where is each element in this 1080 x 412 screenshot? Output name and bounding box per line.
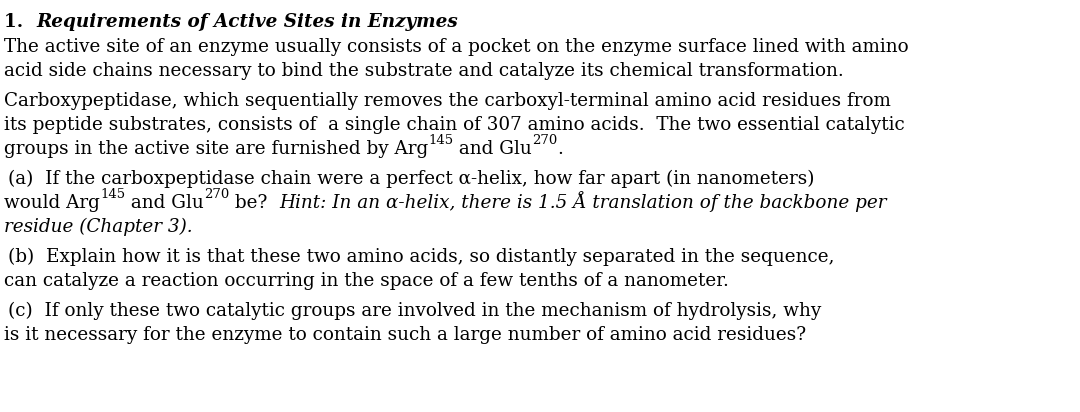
Text: and Glu: and Glu bbox=[125, 194, 204, 212]
Text: 145: 145 bbox=[429, 134, 454, 147]
Text: groups in the active site are furnished by Arg: groups in the active site are furnished … bbox=[4, 140, 429, 158]
Text: (a)  If the carboxpeptidase chain were a perfect α-helix, how far apart (in nano: (a) If the carboxpeptidase chain were a … bbox=[9, 170, 814, 188]
Text: Carboxypeptidase, which sequentially removes the carboxyl-terminal amino acid re: Carboxypeptidase, which sequentially rem… bbox=[4, 92, 891, 110]
Text: would Arg: would Arg bbox=[4, 194, 100, 212]
Text: Hint: In an α-helix, there is 1.5 Å translation of the backbone per: Hint: In an α-helix, there is 1.5 Å tran… bbox=[280, 191, 887, 212]
Text: The active site of an enzyme usually consists of a pocket on the enzyme surface : The active site of an enzyme usually con… bbox=[4, 38, 908, 56]
Text: residue (Chapter 3).: residue (Chapter 3). bbox=[4, 218, 192, 236]
Text: acid side chains necessary to bind the substrate and catalyze its chemical trans: acid side chains necessary to bind the s… bbox=[4, 62, 843, 80]
Text: 270: 270 bbox=[532, 134, 557, 147]
Text: 1.: 1. bbox=[4, 13, 36, 31]
Text: can catalyze a reaction occurring in the space of a few tenths of a nanometer.: can catalyze a reaction occurring in the… bbox=[4, 272, 729, 290]
Text: is it necessary for the enzyme to contain such a large number of amino acid resi: is it necessary for the enzyme to contai… bbox=[4, 326, 807, 344]
Text: its peptide substrates, consists of  a single chain of 307 amino acids.  The two: its peptide substrates, consists of a si… bbox=[4, 116, 905, 134]
Text: (b)  Explain how it is that these two amino acids, so distantly separated in the: (b) Explain how it is that these two ami… bbox=[9, 248, 835, 266]
Text: .: . bbox=[557, 140, 564, 158]
Text: 270: 270 bbox=[204, 188, 229, 201]
Text: 145: 145 bbox=[100, 188, 125, 201]
Text: be?: be? bbox=[229, 194, 280, 212]
Text: Requirements of Active Sites in Enzymes: Requirements of Active Sites in Enzymes bbox=[36, 13, 458, 31]
Text: (c)  If only these two catalytic groups are involved in the mechanism of hydroly: (c) If only these two catalytic groups a… bbox=[9, 302, 822, 320]
Text: and Glu: and Glu bbox=[454, 140, 532, 158]
